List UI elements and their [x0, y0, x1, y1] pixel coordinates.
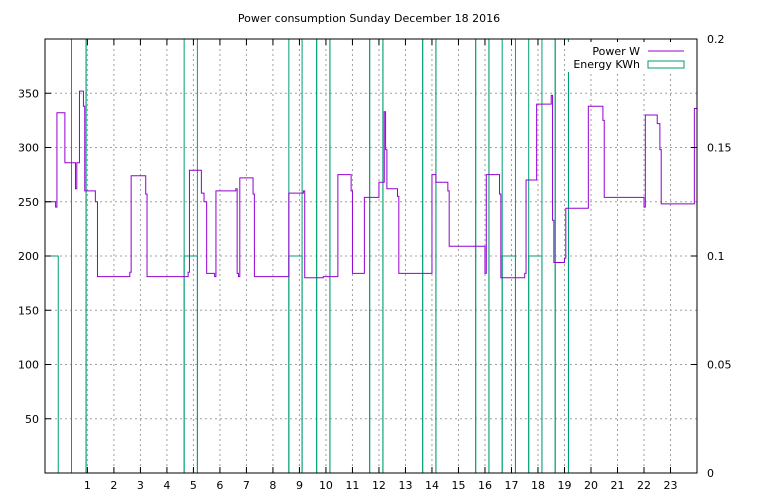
x-tick-label: 13 [398, 479, 412, 492]
x-tick-label: 3 [137, 479, 144, 492]
x-tick-label: 23 [663, 479, 677, 492]
energy-bar [422, 38, 437, 473]
y-tick-label: 100 [18, 359, 39, 372]
x-tick-label: 18 [531, 479, 545, 492]
y-tick-label: 250 [18, 196, 39, 209]
x-tick-label: 6 [216, 479, 223, 492]
legend-label-power: Power W [592, 45, 640, 58]
x-tick-label: 4 [163, 479, 170, 492]
x-tick-label: 2 [110, 479, 117, 492]
y-tick-label: 150 [18, 304, 39, 317]
x-tick-label: 12 [372, 479, 386, 492]
x-tick-label: 17 [504, 479, 518, 492]
x-tick-label: 19 [557, 479, 571, 492]
legend-label-energy: Energy KWh [573, 58, 640, 71]
x-tick-label: 20 [584, 479, 598, 492]
grid [45, 39, 697, 473]
x-tick-label: 21 [610, 479, 624, 492]
y-tick-label: 300 [18, 142, 39, 155]
legend-swatch-energy [647, 60, 685, 69]
energy-bar [316, 38, 331, 473]
x-tick-label: 22 [637, 479, 651, 492]
legend-background [565, 42, 691, 72]
y2-tick-label: 0.05 [707, 359, 732, 372]
power-line [45, 90, 697, 279]
power-series [45, 90, 697, 279]
chart-title: Power consumption Sunday December 18 201… [238, 12, 500, 25]
y2-tick-label: 0.1 [707, 250, 725, 263]
y-tick-label: 350 [18, 87, 39, 100]
y-tick-label: 50 [25, 413, 39, 426]
x-tick-label: 10 [319, 479, 333, 492]
axis-ticks: 1 2 3 4 5 6 7 8 9 10 11 12 13 14 15 16 17 18 19 20 21 22 23501… [18, 33, 732, 492]
y2-tick-label: 0.2 [707, 33, 725, 46]
y2-tick-label: 0 [707, 467, 714, 480]
x-tick-label: 11 [345, 479, 359, 492]
energy-bar [501, 255, 516, 473]
x-tick-label: 5 [190, 479, 197, 492]
y-tick-label: 200 [18, 250, 39, 263]
x-tick-label: 9 [296, 479, 303, 492]
energy-bar [567, 38, 698, 473]
x-tick-label: 16 [478, 479, 492, 492]
x-tick-label: 8 [269, 479, 276, 492]
legend: Power W Energy KWh [565, 42, 691, 72]
y2-tick-label: 0.15 [707, 142, 732, 155]
x-tick-label: 7 [243, 479, 250, 492]
x-tick-label: 15 [451, 479, 465, 492]
x-tick-label: 1 [84, 479, 91, 492]
x-tick-label: 14 [425, 479, 439, 492]
